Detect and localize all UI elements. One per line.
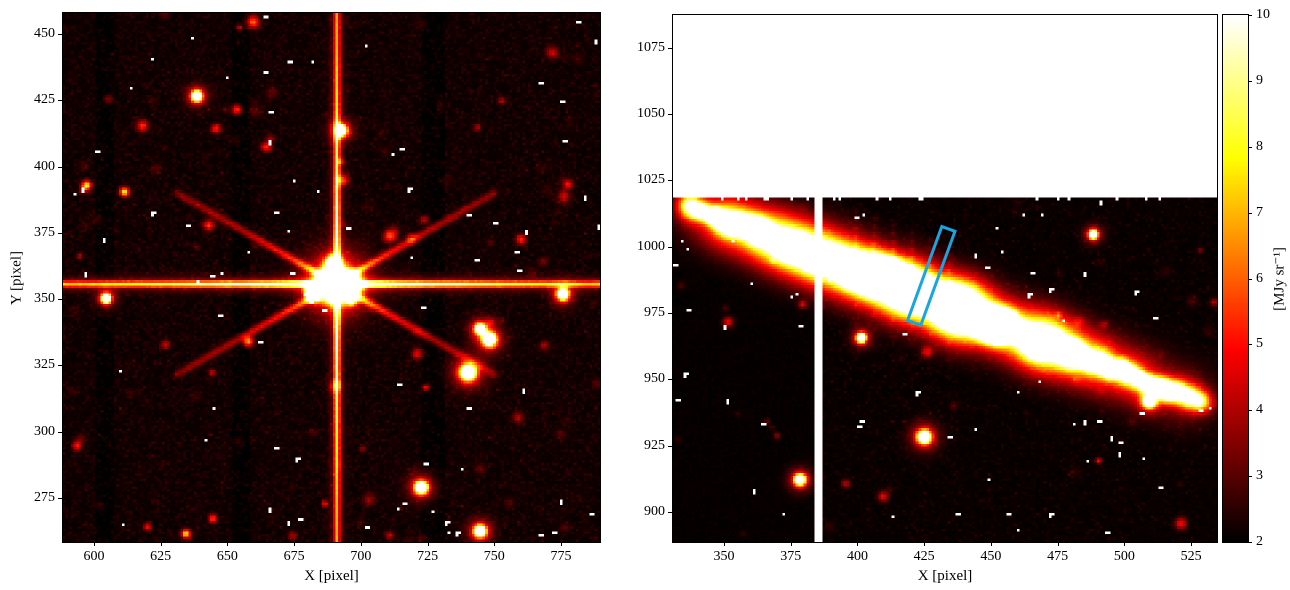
colorbar-tick-label: 4	[1256, 402, 1263, 418]
y-tick-mark	[668, 511, 672, 513]
colorbar-tick-mark	[1248, 410, 1252, 412]
colorbar-tick-label: 9	[1256, 72, 1263, 88]
y-tick-label: 950	[644, 371, 665, 387]
y-tick-label: 925	[644, 437, 665, 453]
left-xaxis-label: X [pixel]	[304, 568, 359, 584]
x-tick-label: 600	[83, 549, 105, 564]
x-tick-mark	[360, 542, 362, 546]
x-tick-label: 525	[1180, 549, 1202, 564]
y-tick-label: 450	[34, 25, 55, 41]
colorbar-tick-mark	[1248, 80, 1252, 82]
x-tick-mark	[427, 542, 429, 546]
x-tick-mark	[494, 542, 496, 546]
colorbar-tick-mark	[1248, 146, 1252, 148]
colorbar-tick-mark	[1248, 542, 1252, 543]
y-tick-mark	[58, 299, 62, 301]
x-tick-mark	[227, 542, 229, 546]
y-tick-label: 375	[34, 224, 55, 240]
colorbar-tick-mark	[1248, 15, 1252, 16]
y-tick-label: 975	[644, 304, 665, 320]
x-tick-label: 675	[283, 549, 305, 564]
y-tick-label: 1050	[637, 106, 665, 122]
x-tick-label: 625	[150, 549, 172, 564]
colorbar-tick-label: 7	[1256, 204, 1263, 220]
colorbar-tick-mark	[1248, 212, 1252, 214]
x-tick-mark	[990, 542, 992, 546]
colorbar-tick-label: 2	[1256, 534, 1263, 549]
y-tick-mark	[58, 100, 62, 102]
y-tick-mark	[58, 33, 62, 35]
x-tick-label: 475	[1047, 549, 1069, 564]
colorbar-unit-label: [MJy sr⁻¹]	[1271, 246, 1288, 311]
right-image-panel: X [pixel] 350 375 400 425 450 475 500 525 900 925…	[637, 14, 1218, 584]
x-tick-label: 650	[216, 549, 238, 564]
x-tick-mark	[1057, 542, 1059, 546]
y-tick-label: 900	[644, 503, 665, 519]
x-tick-mark	[93, 542, 95, 546]
y-tick-label: 350	[34, 291, 55, 307]
colorbar-tick-label: 5	[1256, 336, 1263, 352]
y-tick-mark	[668, 312, 672, 314]
y-tick-mark	[58, 365, 62, 367]
x-tick-label: 450	[980, 549, 1002, 564]
y-tick-mark	[58, 232, 62, 234]
left-image-panel: X [pixel] Y [pixel] 600 625 650 675 700 725 75…	[9, 12, 601, 584]
x-tick-label: 500	[1113, 549, 1135, 564]
y-tick-mark	[668, 180, 672, 182]
right-xaxis-label: X [pixel]	[917, 568, 973, 584]
y-tick-mark	[58, 497, 62, 499]
colorbar-tick-label: 10	[1256, 7, 1270, 22]
y-tick-label: 400	[34, 158, 55, 174]
colorbar-tick-mark	[1248, 476, 1252, 478]
y-tick-label: 325	[34, 357, 55, 373]
y-tick-mark	[668, 246, 672, 248]
x-tick-label: 400	[846, 549, 868, 564]
x-tick-label: 425	[913, 549, 935, 564]
colorbar: [MJy sr⁻¹] 2 3 4 5 6 7 8 9 10	[1222, 7, 1288, 549]
y-tick-mark	[58, 166, 62, 168]
x-tick-label: 700	[350, 549, 372, 564]
colorbar-tick-label: 3	[1256, 468, 1263, 484]
right-image-canvas	[673, 15, 1217, 542]
left-image-canvas	[63, 13, 600, 542]
y-tick-mark	[668, 379, 672, 381]
x-tick-mark	[857, 542, 859, 546]
x-tick-mark	[924, 542, 926, 546]
colorbar-tick-label: 8	[1256, 138, 1263, 154]
left-yaxis-label: Y [pixel]	[8, 250, 25, 305]
y-tick-label: 1000	[637, 238, 665, 254]
colorbar-tick-mark	[1248, 278, 1252, 280]
x-tick-label: 775	[550, 549, 572, 564]
x-tick-mark	[790, 542, 792, 546]
y-tick-label: 275	[34, 489, 55, 505]
y-tick-mark	[58, 431, 62, 433]
colorbar-gradient	[1223, 15, 1248, 542]
x-tick-label: 375	[780, 549, 802, 564]
x-tick-label: 750	[483, 549, 505, 564]
x-tick-label: 350	[713, 549, 735, 564]
colorbar-tick-label: 6	[1256, 270, 1263, 286]
x-tick-mark	[1191, 542, 1193, 546]
x-tick-mark	[561, 542, 563, 546]
y-tick-label: 1025	[637, 172, 665, 188]
y-tick-mark	[668, 114, 672, 116]
y-tick-mark	[668, 445, 672, 447]
y-tick-label: 1075	[637, 39, 665, 55]
y-tick-label: 425	[34, 92, 55, 108]
colorbar-tick-mark	[1248, 344, 1252, 346]
x-tick-label: 725	[417, 549, 439, 564]
y-tick-mark	[668, 47, 672, 49]
x-tick-mark	[723, 542, 725, 546]
x-tick-mark	[294, 542, 296, 546]
y-tick-label: 300	[34, 423, 55, 439]
x-tick-mark	[160, 542, 162, 546]
x-tick-mark	[1124, 542, 1126, 546]
